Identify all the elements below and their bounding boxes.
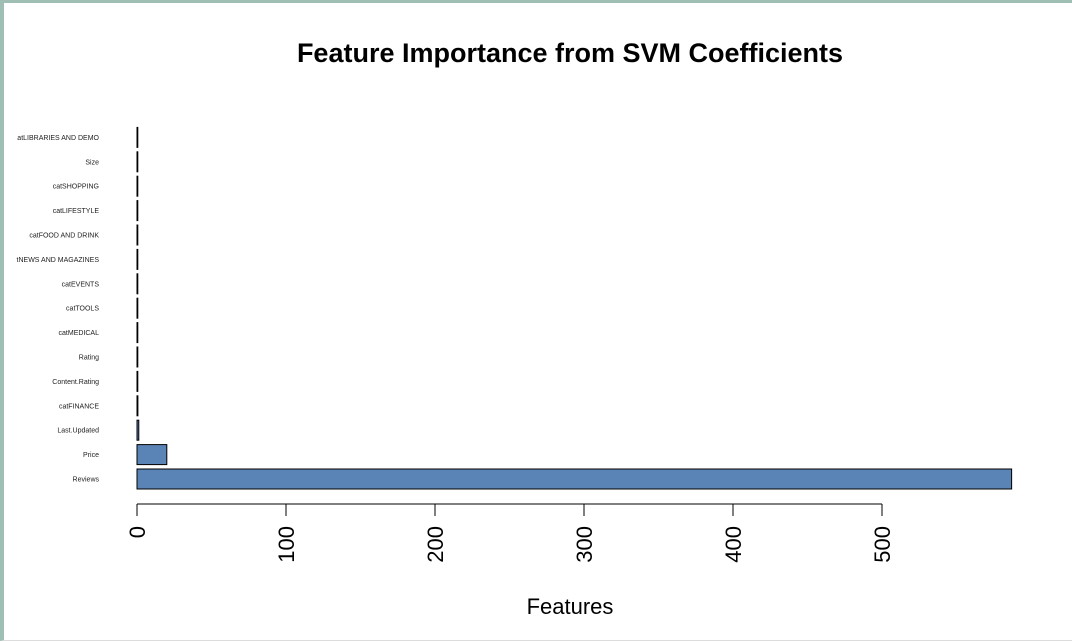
x-tick-label: 100 — [274, 526, 299, 563]
category-label: catLIFESTYLE — [53, 208, 100, 215]
category-label: atLIBRARIES AND DEMO — [17, 135, 99, 142]
category-label: catFOOD AND DRINK — [29, 233, 99, 240]
bar-catmedical — [136, 322, 139, 344]
category-label: catMEDICAL — [59, 330, 100, 337]
bar-price — [136, 444, 168, 466]
bar-reviews — [136, 468, 1013, 490]
bar-atlibraries-and-demo — [136, 126, 139, 148]
bar-rating — [136, 346, 139, 368]
bar-size — [136, 151, 139, 173]
category-label: Price — [83, 452, 99, 459]
category-label: catFINANCE — [59, 403, 99, 410]
category-label: Content.Rating — [52, 379, 99, 386]
category-label: catSHOPPING — [53, 184, 99, 191]
bar-catshopping — [136, 175, 139, 197]
category-label: tNEWS AND MAGAZINES — [17, 257, 100, 264]
category-label: catEVENTS — [62, 281, 100, 288]
x-tick-label: 200 — [423, 526, 448, 563]
bar-content-rating — [136, 370, 139, 392]
x-tick-label: 0 — [125, 526, 150, 538]
category-label: Rating — [79, 355, 99, 362]
x-axis: 0 100 200 300 400 500 — [125, 503, 895, 563]
bar-catfinance — [136, 395, 139, 417]
bar-last-updated — [136, 419, 140, 441]
category-label: catTOOLS — [66, 306, 99, 313]
x-axis-title: Features — [527, 594, 614, 619]
bar-catfood-and-drink — [136, 224, 139, 246]
category-label: Reviews — [73, 477, 100, 484]
bar-catlifestyle — [136, 200, 139, 222]
x-tick-label: 400 — [721, 526, 746, 563]
bars-group — [136, 126, 1013, 490]
x-tick-label: 300 — [572, 526, 597, 563]
bar-tnews-and-magazines — [136, 248, 139, 270]
category-labels-group: Reviews Price Last.Updated catFINANCE Conten… — [17, 135, 100, 484]
category-label: Size — [85, 159, 99, 166]
bar-catevents — [136, 273, 139, 295]
x-tick-label: 500 — [870, 526, 895, 563]
chart-title: Feature Importance from SVM Coefficients — [296, 38, 844, 68]
bar-cattools — [136, 297, 139, 319]
category-label: Last.Updated — [57, 428, 99, 435]
